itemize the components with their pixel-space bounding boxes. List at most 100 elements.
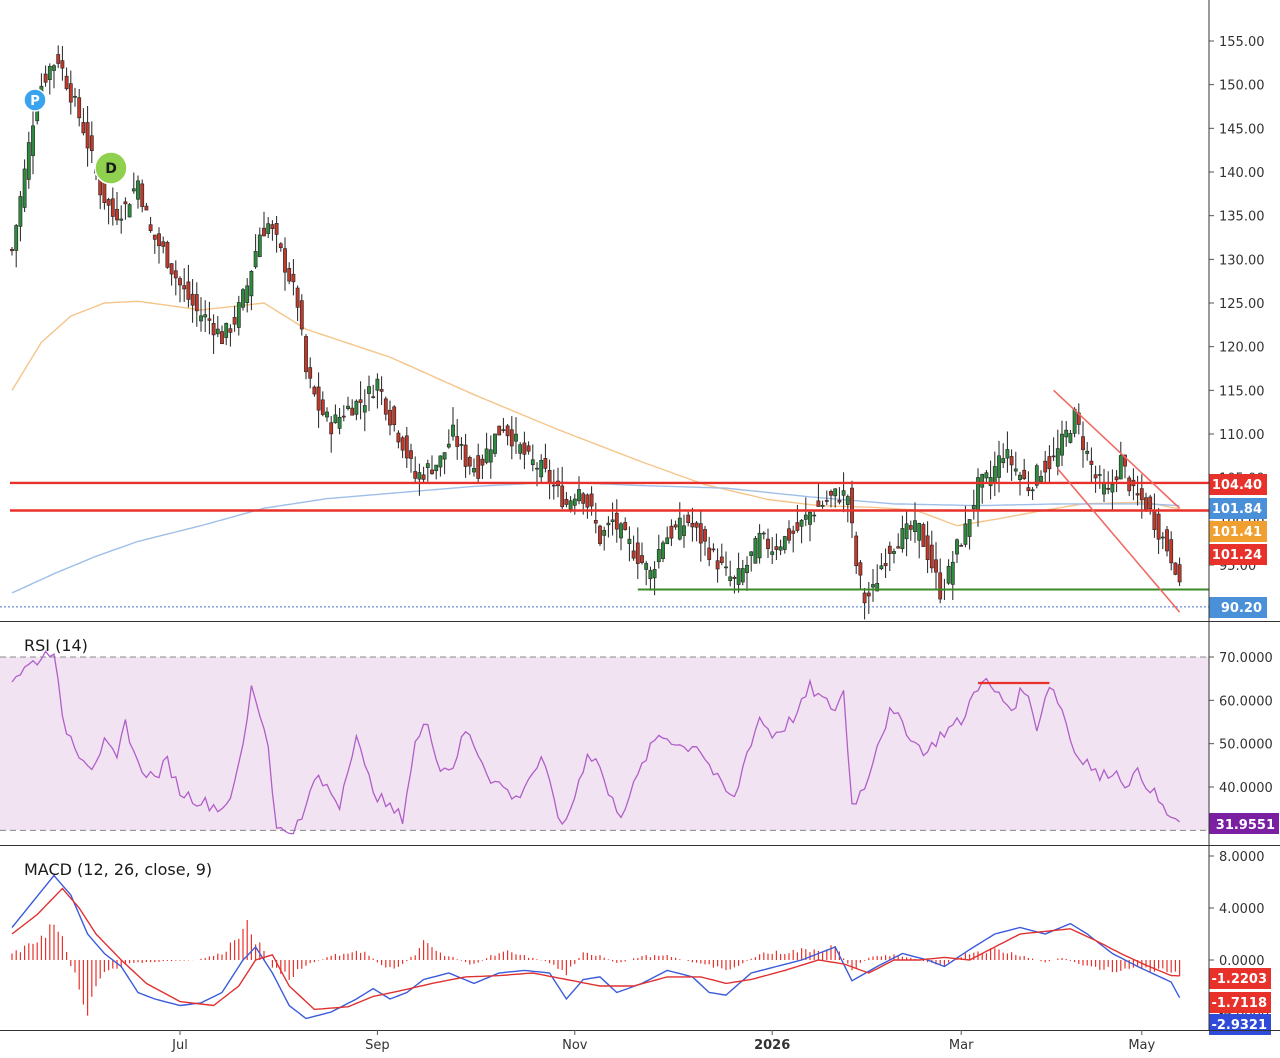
candle xyxy=(971,489,976,520)
macd-value-tag-label: -1.7118 xyxy=(1211,996,1267,1011)
candle xyxy=(232,305,237,332)
candle xyxy=(892,548,896,564)
candle xyxy=(73,87,77,107)
price-tag-label: 101.24 xyxy=(1212,548,1262,563)
candle-body xyxy=(476,455,481,479)
candle xyxy=(425,459,430,482)
candle xyxy=(283,237,287,291)
panel-divider-2 xyxy=(0,845,1280,846)
candle xyxy=(778,539,783,556)
candle xyxy=(480,454,485,480)
candle xyxy=(417,463,422,496)
candle xyxy=(925,521,930,574)
candle-body xyxy=(89,135,94,151)
candle xyxy=(564,492,569,508)
candle xyxy=(442,452,447,475)
candle xyxy=(89,121,94,164)
moving-average-1 xyxy=(11,300,1180,527)
candle-body xyxy=(858,562,863,576)
rsi-line xyxy=(11,650,1180,835)
candle-body xyxy=(472,468,476,473)
candle xyxy=(505,424,510,446)
candle-body xyxy=(262,227,266,237)
candle xyxy=(1156,508,1161,554)
candle xyxy=(871,568,875,602)
candle xyxy=(1039,470,1043,483)
candle xyxy=(106,197,111,225)
candle-body xyxy=(572,498,577,506)
candle xyxy=(988,460,993,500)
candle xyxy=(1081,421,1085,468)
candle xyxy=(26,131,31,189)
candle-body xyxy=(127,204,132,218)
candle xyxy=(606,516,611,538)
candle xyxy=(140,179,145,213)
candle xyxy=(463,433,468,478)
candle-body xyxy=(635,542,640,564)
candle xyxy=(984,469,989,483)
candle xyxy=(333,404,338,424)
price-tag-label: 101.41 xyxy=(1212,525,1262,540)
candle-body xyxy=(719,556,724,563)
macd-title: MACD (12, 26, close, 9) xyxy=(24,860,212,879)
candle-body xyxy=(484,448,489,463)
candle-body xyxy=(1139,488,1144,501)
candle-body xyxy=(241,289,245,308)
candle-body xyxy=(480,458,485,466)
candle-body xyxy=(215,328,220,335)
moving-average-2 xyxy=(11,481,1180,594)
candle xyxy=(287,262,292,285)
candle xyxy=(782,535,787,554)
price-tag: 101.84 xyxy=(1209,498,1267,519)
candle-body xyxy=(640,555,644,563)
candle-body xyxy=(1152,509,1157,530)
candle-body xyxy=(1110,484,1115,493)
candle xyxy=(484,432,489,465)
candle-body xyxy=(929,544,934,569)
candle xyxy=(68,70,73,115)
candle xyxy=(661,540,665,563)
candle-body xyxy=(988,477,993,487)
macd-value-tag-bg xyxy=(1209,1014,1271,1035)
marker-d: D xyxy=(94,151,128,185)
candle xyxy=(1089,447,1094,483)
candle xyxy=(522,431,527,470)
candle-body xyxy=(346,405,350,409)
candle-body xyxy=(136,180,140,200)
candle-body xyxy=(652,569,657,579)
candle-body xyxy=(207,318,212,321)
candle xyxy=(917,522,922,559)
candle xyxy=(388,400,392,436)
x-axis-line xyxy=(0,1030,1280,1031)
candle xyxy=(547,459,552,500)
candle-body xyxy=(194,294,199,312)
candle-body xyxy=(165,241,170,268)
candle-body xyxy=(665,537,670,545)
candle xyxy=(455,419,460,460)
candle xyxy=(308,357,313,389)
candle xyxy=(887,541,892,571)
candle xyxy=(745,556,749,591)
candle-body xyxy=(115,208,119,221)
candle xyxy=(619,521,623,551)
candle-body xyxy=(392,406,397,426)
candle-body xyxy=(522,442,527,455)
candle-body xyxy=(60,60,65,69)
candle-body xyxy=(110,198,115,217)
candle xyxy=(543,443,548,473)
candle-body xyxy=(1034,465,1039,486)
candle-body xyxy=(270,224,275,229)
price-tag-bg xyxy=(1209,521,1267,542)
candle-body xyxy=(375,378,380,391)
candle xyxy=(354,399,359,421)
candle xyxy=(211,314,216,354)
candle xyxy=(921,522,926,547)
candle xyxy=(497,425,502,436)
candle-body xyxy=(984,472,989,479)
marker-p-circle xyxy=(23,88,47,112)
candle xyxy=(724,551,728,576)
candle xyxy=(1055,429,1060,476)
price-tick-label: 145.00 xyxy=(1219,122,1265,137)
candle-body xyxy=(224,322,229,338)
